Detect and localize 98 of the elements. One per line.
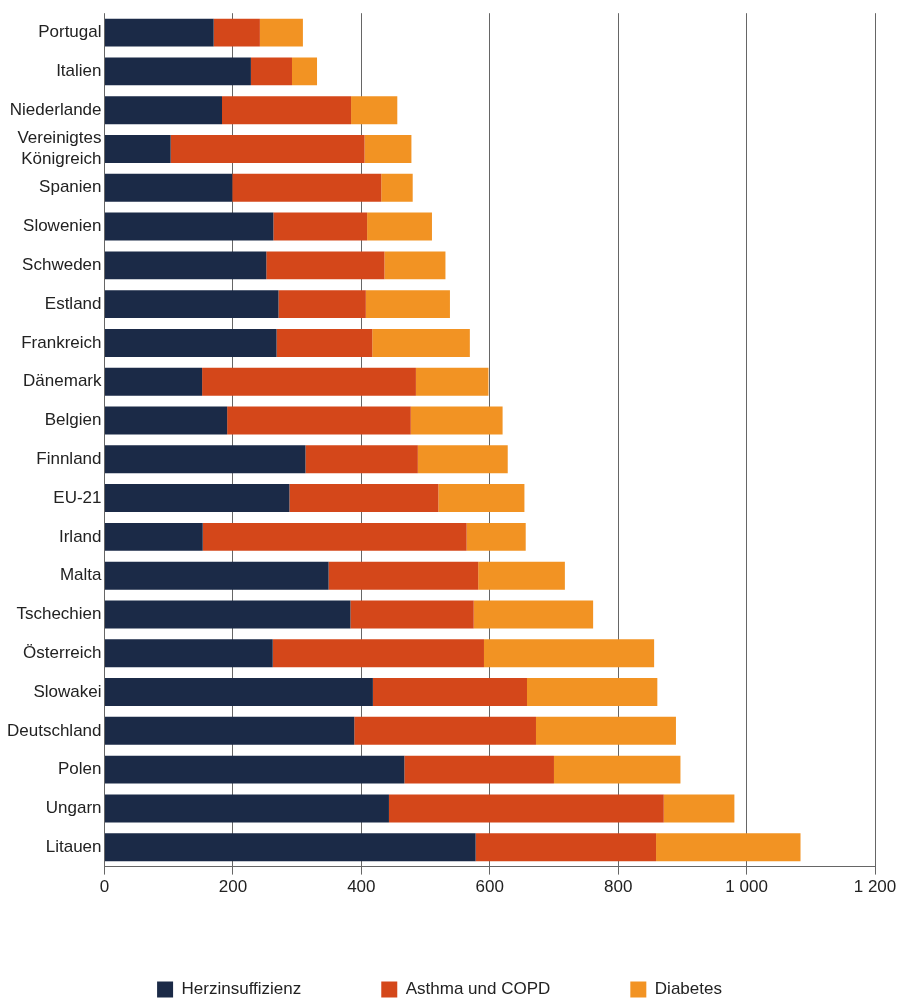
bar <box>232 173 382 202</box>
bar <box>202 367 416 396</box>
bar <box>291 57 318 86</box>
y-tick-label: Deutschland <box>6 720 102 740</box>
bar <box>105 833 476 862</box>
bar <box>259 18 303 47</box>
y-tick-label: Belgien <box>44 410 102 430</box>
bar <box>384 251 446 280</box>
bar <box>278 290 366 319</box>
y-tick-label: EU-21 <box>53 487 102 507</box>
x-tick-label: 0 <box>99 877 110 897</box>
y-tick-label: Dänemark <box>23 371 102 391</box>
bar <box>105 561 329 590</box>
bar <box>415 367 489 396</box>
y-tick-label: Irland <box>58 526 102 546</box>
bar <box>328 561 479 590</box>
bar <box>105 328 277 357</box>
bar <box>381 173 413 202</box>
bar <box>305 445 418 474</box>
bar <box>417 445 508 474</box>
bar <box>372 328 470 357</box>
bar <box>202 522 467 551</box>
bar <box>105 57 251 86</box>
bar <box>526 678 658 707</box>
y-tick-label: Vereinigtes Königreich <box>17 128 102 168</box>
legend-label: Diabetes <box>654 979 722 999</box>
bar <box>105 212 274 241</box>
bar <box>105 639 273 668</box>
bar <box>170 135 365 163</box>
y-tick-label: Slowakei <box>33 681 102 701</box>
bar <box>250 57 292 86</box>
bar <box>350 600 474 629</box>
bar <box>213 18 260 47</box>
bar <box>289 484 439 513</box>
bar <box>105 173 233 202</box>
bar <box>354 716 536 745</box>
y-tick-label: Österreich <box>23 642 102 662</box>
bar <box>273 212 368 241</box>
bar <box>105 445 306 474</box>
bar <box>404 755 554 784</box>
bar <box>227 406 411 435</box>
bar <box>105 522 203 551</box>
y-tick-label: Tschechien <box>16 604 102 624</box>
bar <box>535 716 676 745</box>
legend-label: Asthma und COPD <box>405 979 551 999</box>
bar <box>365 290 450 319</box>
x-tick-label: 400 <box>347 877 376 897</box>
bar <box>478 561 565 590</box>
y-tick-label: Spanien <box>39 177 102 197</box>
bar <box>276 328 373 357</box>
y-tick-label: Italien <box>56 61 102 81</box>
bar <box>105 135 171 163</box>
bar <box>105 755 405 784</box>
bar <box>473 600 594 629</box>
bar <box>372 678 527 707</box>
bar <box>475 833 657 862</box>
bar <box>105 484 290 513</box>
bar <box>105 716 355 745</box>
bar <box>105 367 203 396</box>
bar <box>466 522 526 551</box>
bar <box>663 794 735 823</box>
bar <box>105 678 373 707</box>
bar <box>364 135 412 163</box>
bar <box>105 96 223 125</box>
bar <box>367 212 432 241</box>
y-tick-label: Frankreich <box>21 332 102 352</box>
bar <box>553 755 681 784</box>
y-tick-label: Schweden <box>22 255 102 275</box>
x-tick-label: 200 <box>218 877 248 897</box>
bar <box>105 794 389 823</box>
bar <box>105 600 351 629</box>
bar <box>656 833 801 862</box>
bar <box>105 251 267 280</box>
y-tick-label: Slowenien <box>23 216 102 236</box>
x-tick-label: 600 <box>475 877 504 897</box>
bar <box>351 96 398 125</box>
y-tick-label: Niederlande <box>9 99 102 119</box>
bar <box>266 251 385 280</box>
bar <box>410 406 503 435</box>
x-tick-label: 800 <box>603 877 633 897</box>
legend-label: Herzinsuffizienz <box>181 979 302 999</box>
bar <box>105 290 279 319</box>
y-tick-label: Malta <box>59 565 103 585</box>
bar <box>105 18 214 47</box>
bar <box>222 96 352 125</box>
bar <box>438 484 525 513</box>
x-tick-label: 1 200 <box>853 877 897 897</box>
y-tick-label: Finnland <box>36 448 102 468</box>
y-tick-label: Estland <box>44 293 102 313</box>
bar <box>388 794 664 823</box>
y-tick-label: Polen <box>58 759 102 779</box>
y-tick-label: Litauen <box>45 836 102 856</box>
x-tick-label: 1 000 <box>725 877 768 897</box>
y-tick-label: Portugal <box>38 22 102 42</box>
bar <box>483 639 655 668</box>
y-tick-label: Ungarn <box>45 798 102 818</box>
bar <box>105 406 228 435</box>
bar <box>272 639 484 668</box>
